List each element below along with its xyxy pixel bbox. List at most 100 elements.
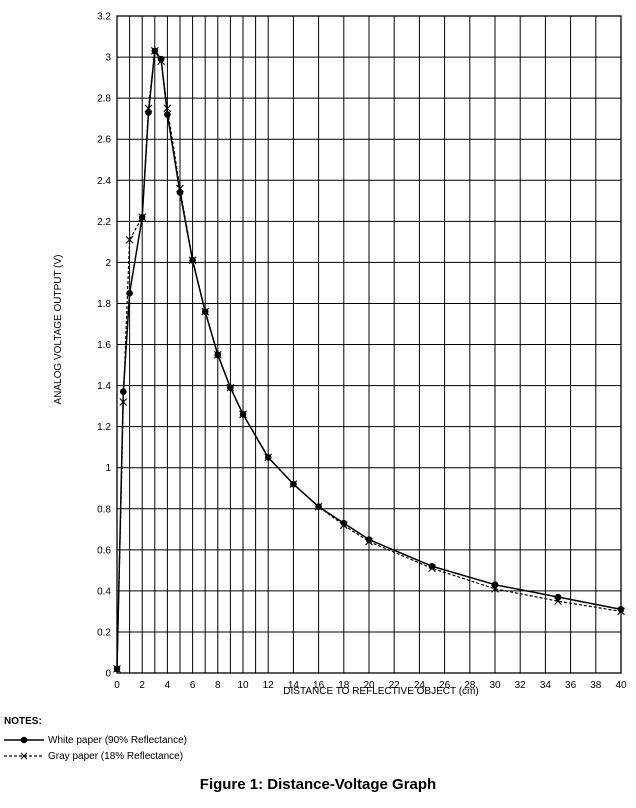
data-point bbox=[125, 235, 134, 244]
data-point-stroke bbox=[213, 350, 222, 359]
data-point bbox=[150, 47, 159, 55]
figure-caption: Figure 1: Distance-Voltage Graph bbox=[199, 776, 437, 793]
data-point-stroke bbox=[289, 480, 298, 489]
data-point bbox=[119, 398, 128, 406]
data-point-stroke bbox=[365, 537, 373, 546]
x-axis-label: DISTANCE TO REFLECTIVE OBJECT (cm) bbox=[283, 686, 478, 697]
data-point-stroke bbox=[113, 665, 121, 673]
y-tick-label: 0.6 bbox=[97, 545, 111, 556]
legend-item-gray: Gray paper (18% Reflectance) bbox=[4, 748, 187, 764]
data-point-stroke bbox=[264, 453, 273, 462]
chart: 0 0.2 0.4 0.6 0.8 1 1.2 1.4 1.6 1.8 2 2.2 2.4 2.6 2.8 3… bbox=[53, 12, 627, 698]
data-point bbox=[138, 213, 147, 222]
data-point bbox=[554, 593, 562, 601]
data-point bbox=[554, 597, 562, 606]
data-point bbox=[144, 104, 153, 113]
y-tick-label: 2.6 bbox=[97, 135, 111, 146]
data-point bbox=[201, 307, 210, 316]
data-point-stroke bbox=[226, 383, 235, 392]
legend-swatch-dashed-x-icon bbox=[4, 752, 44, 760]
data-point bbox=[617, 607, 625, 616]
x-tick-label: 30 bbox=[489, 680, 501, 691]
data-point bbox=[157, 57, 165, 66]
axes bbox=[116, 15, 622, 674]
legend: NOTES: White paper (90% Reflectance) Gra… bbox=[4, 716, 187, 764]
x-tick-label: 16 bbox=[313, 680, 325, 691]
data-point bbox=[226, 383, 235, 392]
data-point-stroke bbox=[138, 213, 147, 222]
data-point-stroke bbox=[157, 57, 165, 66]
y-tick-label: 2.4 bbox=[97, 176, 111, 187]
x-tick-label: 8 bbox=[215, 680, 221, 691]
x-tick-label: 28 bbox=[464, 680, 476, 691]
y-tick-label: 1.8 bbox=[97, 299, 111, 310]
legend-swatch-solid-dot-icon bbox=[4, 736, 44, 744]
data-point bbox=[365, 536, 373, 543]
legend-label: White paper (90% Reflectance) bbox=[48, 734, 187, 746]
y-tick-labels: 0 0.2 0.4 0.6 0.8 1 1.2 1.4 1.6 1.8 2 2.2 2.4 2.6 2.8 3… bbox=[97, 12, 111, 680]
x-tick-label: 26 bbox=[439, 680, 451, 691]
data-point bbox=[339, 521, 348, 530]
data-point-stroke bbox=[125, 235, 134, 244]
data-point-stroke bbox=[554, 597, 562, 606]
grid bbox=[116, 15, 622, 674]
data-point-stroke bbox=[188, 256, 197, 265]
plot-frame bbox=[116, 15, 622, 674]
y-tick-label: 2 bbox=[105, 258, 111, 269]
data-point bbox=[491, 581, 499, 589]
y-tick-label: 1.6 bbox=[97, 340, 111, 351]
y-tick-label: 3.2 bbox=[97, 12, 111, 23]
data-point-stroke bbox=[163, 104, 172, 113]
x-tick-label: 12 bbox=[263, 680, 275, 691]
data-point bbox=[164, 111, 171, 118]
data-point-stroke bbox=[201, 307, 210, 316]
x-tick-label: 40 bbox=[615, 680, 627, 691]
legend-label: Gray paper (18% Reflectance) bbox=[48, 750, 184, 762]
data-point-stroke bbox=[239, 410, 247, 419]
data-point-stroke bbox=[491, 584, 499, 593]
data-point bbox=[314, 502, 323, 511]
legend-item-white: White paper (90% Reflectance) bbox=[4, 732, 187, 748]
x-tick-label: 14 bbox=[288, 680, 300, 691]
y-tick-label: 2.8 bbox=[97, 94, 111, 105]
x-tick-label: 38 bbox=[590, 680, 602, 691]
x-tick-label: 0 bbox=[114, 680, 120, 691]
x-tick-label: 22 bbox=[389, 680, 401, 691]
series-line bbox=[116, 50, 622, 669]
data-point bbox=[163, 104, 172, 113]
notes-title: NOTES: bbox=[4, 716, 42, 727]
series-gray-paper bbox=[113, 47, 625, 673]
y-tick-label: 0 bbox=[105, 669, 111, 680]
data-point bbox=[289, 480, 298, 489]
y-tick-label: 3 bbox=[105, 53, 111, 64]
data-point-stroke bbox=[314, 502, 323, 511]
data-point bbox=[428, 564, 436, 573]
data-point bbox=[176, 189, 184, 196]
x-tick-label: 24 bbox=[414, 680, 426, 691]
data-point bbox=[188, 256, 197, 265]
x-tick-label: 36 bbox=[565, 680, 577, 691]
y-tick-label: 1.4 bbox=[97, 381, 111, 392]
data-point bbox=[213, 350, 222, 359]
data-point bbox=[491, 584, 499, 593]
data-point bbox=[264, 453, 273, 462]
data-point-stroke bbox=[617, 607, 625, 616]
y-tick-label: 0.4 bbox=[97, 586, 111, 597]
data-point bbox=[365, 537, 373, 546]
data-point-stroke bbox=[150, 47, 159, 55]
x-tick-label: 6 bbox=[190, 680, 196, 691]
y-tick-label: 1.2 bbox=[97, 422, 111, 433]
data-point-stroke bbox=[428, 564, 436, 573]
y-tick-label: 2.2 bbox=[97, 217, 111, 228]
x-tick-label: 2 bbox=[139, 680, 145, 691]
x-tick-label: 20 bbox=[363, 680, 375, 691]
data-point-stroke bbox=[176, 184, 184, 193]
y-tick-label: 0.8 bbox=[97, 504, 111, 515]
y-tick-label: 0.2 bbox=[97, 627, 111, 638]
x-tick-label: 32 bbox=[515, 680, 527, 691]
data-point bbox=[113, 665, 121, 673]
data-point-stroke bbox=[119, 398, 128, 406]
x-tick-label: 18 bbox=[338, 680, 350, 691]
y-axis-label: ANALOG VOLTAGE OUTPUT (V) bbox=[53, 254, 64, 404]
series-layer bbox=[113, 47, 625, 673]
